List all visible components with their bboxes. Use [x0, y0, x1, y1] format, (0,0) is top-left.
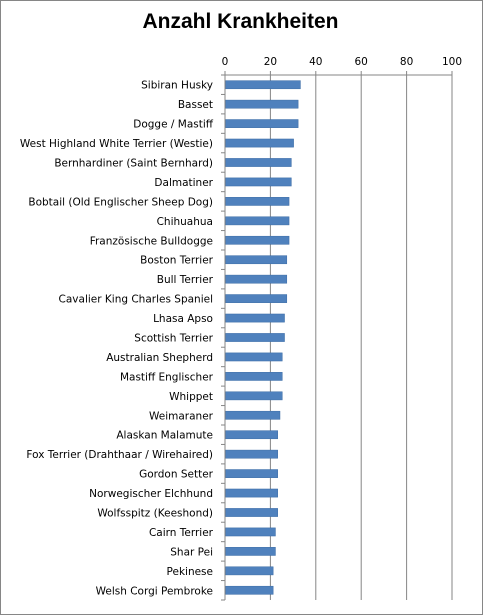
x-tick-label: 60 — [355, 56, 368, 68]
bar — [225, 255, 288, 265]
bar — [225, 274, 288, 284]
bars — [225, 80, 301, 595]
labels: 0 20 40 60 80 100 Sibiran Husky Basset Dogge / M… — [20, 56, 462, 597]
category-label: Alaskan Malamute — [116, 430, 213, 442]
bar — [225, 566, 274, 576]
x-tick-label: 80 — [400, 56, 413, 68]
bar — [225, 585, 274, 595]
bar — [225, 313, 285, 323]
bar — [225, 372, 283, 381]
category-label: Lhasa Apso — [153, 313, 213, 325]
bar — [225, 547, 276, 556]
bar — [225, 80, 301, 90]
bar — [225, 177, 292, 187]
category-label: Whippet — [169, 391, 213, 403]
bar — [225, 119, 299, 128]
bar — [225, 410, 281, 420]
category-label: Welsh Corgi Pembroke — [96, 585, 213, 597]
category-label: Fox Terrier (Drahthaar / Wirehaired) — [26, 449, 213, 461]
gridlines — [269, 75, 453, 600]
category-label: Weimaraner — [149, 410, 214, 422]
category-label: Chihuahua — [157, 216, 213, 228]
category-label: Cavalier King Charles Spaniel — [59, 294, 213, 306]
bar — [225, 294, 288, 303]
category-label: Shar Pei — [170, 546, 213, 558]
category-label: Scottish Terrier — [134, 333, 213, 345]
bar — [225, 352, 283, 362]
x-tick-label: 40 — [309, 56, 322, 68]
category-label: Norwegischer Elchhund — [89, 488, 213, 500]
category-label: Bull Terrier — [157, 274, 214, 286]
bar — [225, 197, 290, 206]
category-label: Cairn Terrier — [149, 527, 214, 539]
bar — [225, 488, 278, 498]
bar — [225, 469, 278, 478]
category-label: Mastiff Englischer — [120, 371, 214, 383]
bar — [225, 430, 278, 440]
category-label: Pekinese — [167, 566, 213, 578]
bar — [225, 235, 290, 245]
category-label: Französische Bulldogge — [90, 235, 213, 247]
category-label: Gordon Setter — [139, 469, 214, 481]
category-label: Bobtail (Old Englischer Sheep Dog) — [28, 196, 213, 208]
bar — [225, 527, 276, 537]
bar — [225, 508, 278, 517]
category-label: Bernhardiner (Saint Bernhard) — [54, 158, 213, 170]
bar — [225, 99, 299, 109]
category-label: Boston Terrier — [140, 255, 214, 267]
category-label: West Highland White Terrier (Westie) — [20, 138, 213, 150]
category-label: Wolfsspitz (Keeshond) — [97, 508, 213, 520]
category-label: Australian Shepherd — [106, 352, 213, 364]
category-label: Sibiran Husky — [141, 80, 213, 92]
category-label: Dogge / Mastiff — [133, 119, 214, 131]
bar — [225, 158, 292, 167]
bar — [225, 391, 283, 401]
category-label: Basset — [178, 99, 213, 111]
bar — [225, 138, 294, 148]
bar — [225, 216, 290, 226]
chart-title: Anzahl Krankheiten — [142, 10, 339, 33]
axes — [221, 71, 453, 601]
x-tick-label: 0 — [222, 56, 229, 68]
bar — [225, 333, 285, 342]
x-tick-label: 20 — [264, 56, 277, 68]
category-label: Dalmatiner — [154, 177, 213, 189]
bar — [225, 449, 278, 459]
x-tick-label: 100 — [442, 56, 462, 68]
